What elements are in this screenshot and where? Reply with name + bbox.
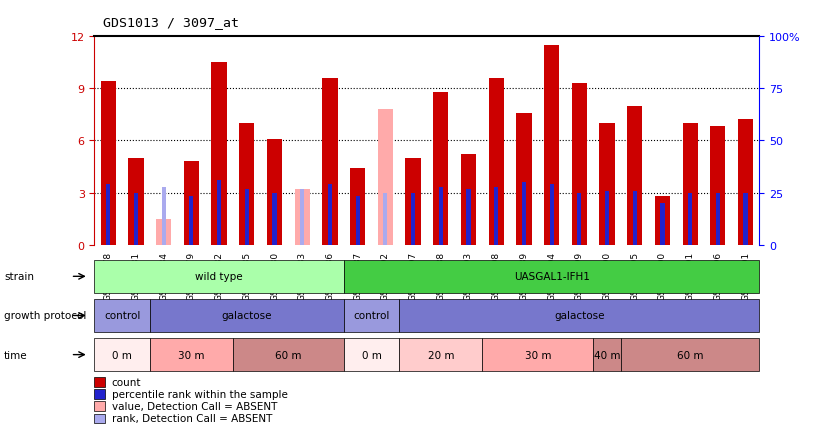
Bar — [633, 191, 637, 245]
Bar — [571, 84, 587, 245]
Bar — [184, 162, 199, 245]
Bar — [411, 193, 415, 245]
Bar — [660, 204, 664, 245]
Text: UASGAL1-IFH1: UASGAL1-IFH1 — [514, 272, 589, 282]
Bar — [190, 197, 194, 245]
Bar — [162, 188, 166, 245]
Bar — [101, 82, 116, 245]
Bar — [106, 184, 110, 245]
Bar — [488, 79, 504, 245]
Bar — [433, 92, 448, 245]
Text: 20 m: 20 m — [428, 350, 454, 360]
Bar — [605, 191, 609, 245]
Bar — [688, 193, 692, 245]
Text: time: time — [4, 350, 28, 360]
Bar — [300, 190, 305, 245]
Text: galactose: galactose — [222, 311, 272, 321]
Text: 0 m: 0 m — [112, 350, 132, 360]
Bar — [522, 183, 526, 245]
Bar — [549, 184, 553, 245]
Bar — [355, 197, 360, 245]
Bar — [716, 193, 720, 245]
Text: percentile rank within the sample: percentile rank within the sample — [112, 389, 287, 399]
Text: count: count — [112, 377, 141, 387]
Bar — [738, 120, 753, 245]
Text: value, Detection Call = ABSENT: value, Detection Call = ABSENT — [112, 401, 277, 411]
Bar — [134, 193, 138, 245]
Bar — [682, 124, 698, 245]
Bar — [212, 63, 227, 245]
Bar — [350, 169, 365, 245]
Text: 60 m: 60 m — [275, 350, 301, 360]
Bar — [516, 113, 531, 245]
Bar — [383, 193, 388, 245]
Bar — [267, 139, 282, 245]
Bar — [128, 158, 144, 245]
Bar — [245, 190, 249, 245]
Text: control: control — [353, 311, 390, 321]
Text: galactose: galactose — [554, 311, 604, 321]
Text: GDS1013 / 3097_at: GDS1013 / 3097_at — [103, 16, 239, 29]
Bar — [466, 190, 470, 245]
Text: 30 m: 30 m — [178, 350, 204, 360]
Bar — [328, 184, 332, 245]
Text: rank, Detection Call = ABSENT: rank, Detection Call = ABSENT — [112, 414, 272, 423]
Bar — [295, 190, 310, 245]
Bar — [494, 188, 498, 245]
Bar — [655, 197, 670, 245]
Bar — [577, 193, 581, 245]
Bar — [239, 124, 255, 245]
Bar — [323, 79, 337, 245]
Bar — [599, 124, 615, 245]
Text: wild type: wild type — [195, 272, 243, 282]
Text: 0 m: 0 m — [361, 350, 382, 360]
Text: strain: strain — [4, 272, 34, 282]
Bar — [461, 155, 476, 245]
Bar — [406, 158, 420, 245]
Bar — [156, 219, 172, 245]
Bar — [378, 110, 393, 245]
Text: 60 m: 60 m — [677, 350, 704, 360]
Bar — [710, 127, 726, 245]
Bar — [217, 181, 221, 245]
Text: control: control — [104, 311, 140, 321]
Bar — [273, 193, 277, 245]
Text: 40 m: 40 m — [594, 350, 621, 360]
Text: growth protocol: growth protocol — [4, 311, 86, 321]
Bar — [744, 193, 748, 245]
Text: 30 m: 30 m — [525, 350, 551, 360]
Bar — [438, 188, 443, 245]
Bar — [627, 106, 642, 245]
Bar — [544, 46, 559, 245]
